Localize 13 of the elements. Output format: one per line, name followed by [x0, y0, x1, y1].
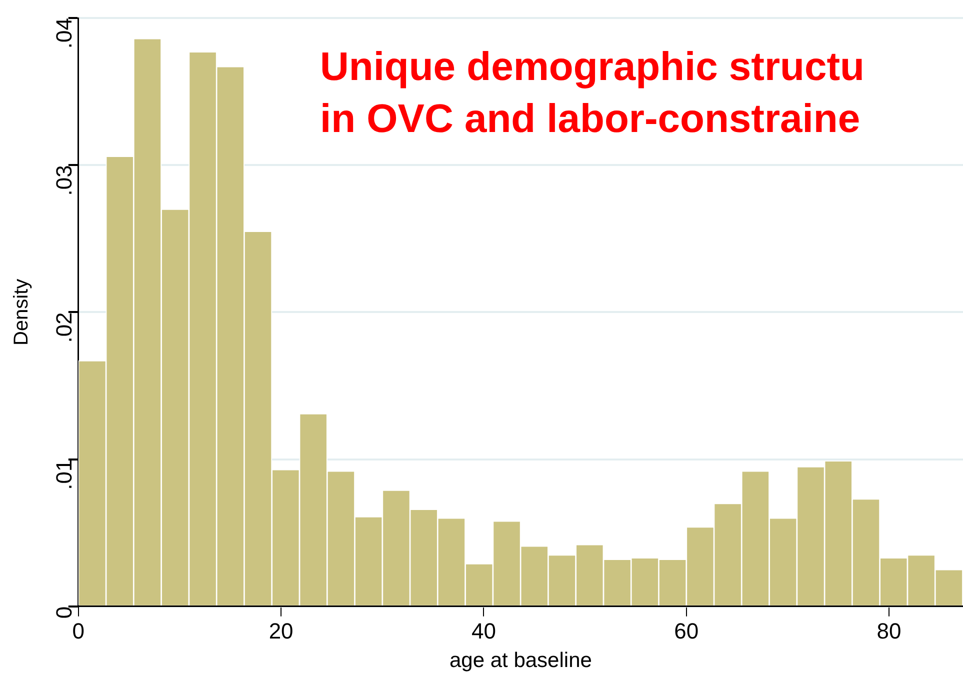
x-tick-label: 60 — [674, 618, 699, 644]
x-axis-title: age at baseline — [449, 649, 592, 672]
y-tick-label: .01 — [51, 459, 76, 490]
annotation: in OVC and labor-constraine — [320, 97, 860, 141]
y-tick-label: .04 — [51, 18, 76, 49]
y-axis-title: Density — [10, 278, 33, 346]
annotation: Unique demographic structu — [320, 45, 864, 89]
x-tick-label: 20 — [268, 618, 294, 644]
y-tick-label: .02 — [51, 312, 76, 343]
y-tick-label: 0 — [51, 606, 76, 619]
x-tick-label: 80 — [876, 618, 902, 644]
x-tick-label: 40 — [471, 618, 496, 644]
y-tick-label: .03 — [51, 165, 76, 196]
